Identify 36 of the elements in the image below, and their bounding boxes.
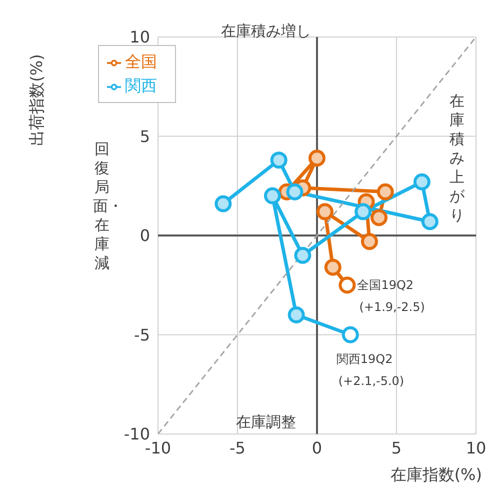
legend-label: 関西 — [125, 76, 157, 95]
legend-label: 全国 — [125, 52, 157, 71]
point — [270, 152, 288, 169]
point — [324, 258, 342, 276]
x-axis-title: 在庫指数(%) — [390, 465, 482, 484]
point — [214, 195, 232, 212]
annotation: 在庫積み上がり — [448, 92, 466, 225]
annotation: 在庫積み増し — [221, 22, 311, 41]
text: 回復局面・在庫減 — [93, 140, 123, 273]
point — [316, 203, 334, 220]
point — [294, 246, 312, 264]
y-tick-label: 0 — [140, 226, 150, 246]
y-tick-label: -5 — [134, 325, 150, 344]
x-tick-label: 5 — [391, 438, 402, 458]
point — [264, 187, 281, 204]
x-tick-label: 0 — [312, 438, 322, 458]
annotation: 関西19Q2 (+2.1,-5.0) — [336, 352, 404, 388]
annotation: 在庫調整 — [236, 413, 296, 432]
point — [354, 203, 372, 220]
annotation: 全国19Q2 (+1.9,-2.5) — [357, 278, 425, 314]
x-tick-label: -5 — [230, 438, 246, 458]
point — [421, 213, 438, 230]
y-tick-label: 10 — [130, 28, 150, 47]
x-tick-label: 10 — [466, 438, 486, 458]
point — [413, 173, 430, 190]
point — [288, 306, 305, 324]
point — [342, 326, 359, 344]
point — [286, 183, 304, 200]
point — [376, 183, 394, 200]
point — [308, 150, 326, 167]
y-axis-title: 出荷指数(%) — [27, 54, 46, 146]
y-tick-label: 5 — [140, 126, 150, 146]
point — [370, 209, 388, 226]
point — [338, 276, 356, 294]
y-tick-label: -10 — [124, 424, 150, 444]
point — [360, 232, 378, 250]
